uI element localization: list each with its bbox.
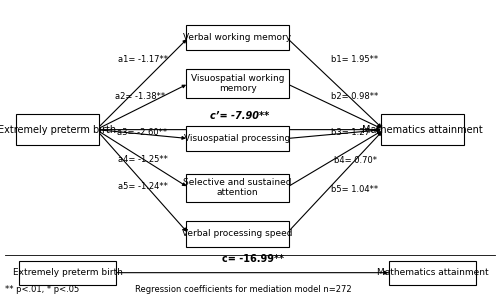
Text: b2= 0.98**: b2= 0.98** <box>332 92 378 101</box>
FancyBboxPatch shape <box>382 114 464 145</box>
Text: a1= -1.17**: a1= -1.17** <box>118 55 168 64</box>
Text: b1= 1.95**: b1= 1.95** <box>332 55 378 64</box>
Text: Regression coefficients for mediation model n=272: Regression coefficients for mediation mo… <box>135 285 352 294</box>
Text: Visuospatial processing: Visuospatial processing <box>184 134 290 143</box>
Text: b3= 1.27**: b3= 1.27** <box>332 128 378 137</box>
Text: Mathematics attainment: Mathematics attainment <box>362 125 483 135</box>
FancyBboxPatch shape <box>186 126 288 151</box>
FancyBboxPatch shape <box>19 261 116 285</box>
Text: b4= 0.70*: b4= 0.70* <box>334 156 376 165</box>
FancyBboxPatch shape <box>186 173 288 202</box>
Text: a2= -1.38**: a2= -1.38** <box>115 92 165 101</box>
Text: Verbal working memory: Verbal working memory <box>184 33 292 42</box>
Text: a5= -1.24**: a5= -1.24** <box>118 182 168 191</box>
FancyBboxPatch shape <box>186 221 288 247</box>
Text: Extremely preterm birth: Extremely preterm birth <box>0 125 116 135</box>
Text: a3= -2.60**: a3= -2.60** <box>118 128 168 137</box>
Text: a4= -1.25**: a4= -1.25** <box>118 155 168 164</box>
FancyBboxPatch shape <box>389 261 476 285</box>
FancyBboxPatch shape <box>186 24 288 50</box>
Text: Selective and sustained
attention: Selective and sustained attention <box>183 178 292 198</box>
Text: c= -16.99**: c= -16.99** <box>222 254 284 264</box>
Text: c’= -7.90**: c’= -7.90** <box>210 111 270 121</box>
Text: Mathematics attainment: Mathematics attainment <box>376 268 488 277</box>
Text: Visuospatial working
memory: Visuospatial working memory <box>191 74 284 93</box>
Text: ** p<.01, * p<.05: ** p<.01, * p<.05 <box>5 285 79 294</box>
FancyBboxPatch shape <box>186 69 288 98</box>
Text: b5= 1.04**: b5= 1.04** <box>332 185 378 194</box>
Text: Verbal processing speed: Verbal processing speed <box>182 229 293 238</box>
FancyBboxPatch shape <box>16 114 99 145</box>
Text: Extremely preterm birth: Extremely preterm birth <box>12 268 122 277</box>
